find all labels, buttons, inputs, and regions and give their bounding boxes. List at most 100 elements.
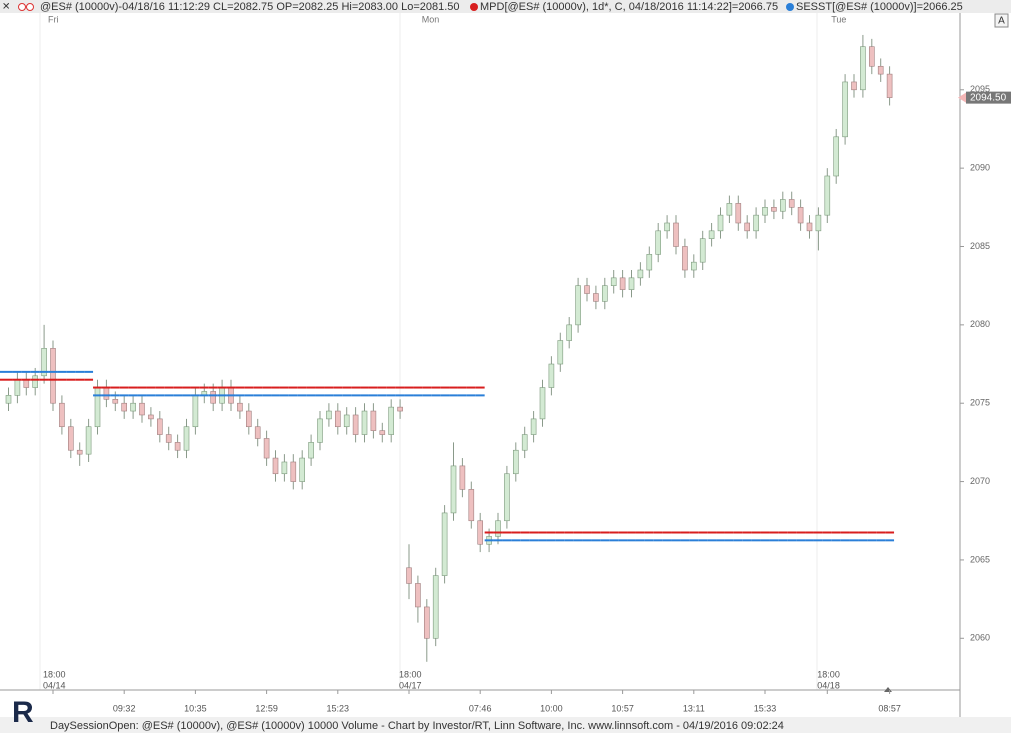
candle-body [415, 583, 421, 608]
candle-body [788, 199, 795, 208]
candle-body [32, 375, 39, 388]
candle-body [85, 426, 92, 455]
candle-body [566, 324, 573, 341]
candle-body [5, 395, 12, 404]
logo: R [12, 696, 34, 729]
candle-body [744, 222, 751, 232]
candle-body [290, 461, 297, 482]
autoscale-button[interactable] [994, 13, 1009, 28]
candle-body [174, 442, 181, 451]
candle-body [361, 410, 368, 435]
candle-body [432, 575, 439, 639]
candle-body [877, 65, 884, 75]
candle-body [272, 457, 279, 475]
y-tick-label: 2080 [970, 319, 990, 329]
candle-body [308, 442, 314, 459]
candle-body [50, 348, 56, 404]
candle-body [717, 214, 724, 232]
x-tick-label: 13:11 [683, 703, 705, 713]
candle-body [237, 402, 243, 412]
x-tick-label: 08:57 [878, 703, 901, 713]
candle-body [23, 379, 30, 388]
candle-body [575, 285, 581, 326]
candle-body [860, 46, 866, 91]
x-tick-label: 09:32 [113, 703, 136, 713]
y-tick-label: 2070 [970, 476, 990, 486]
y-tick-label: 2095 [970, 84, 990, 94]
header-bar [0, 0, 1011, 13]
candle-body [886, 73, 893, 98]
x-tick-label: 18:00 [817, 669, 840, 679]
y-tick-label: 2085 [970, 241, 990, 251]
candle-body [334, 410, 341, 428]
x-tick-label: 12:59 [255, 703, 278, 713]
x-tick-label: 10:35 [184, 703, 207, 713]
candle-body [41, 348, 47, 377]
candle-body [263, 438, 270, 459]
candle-body [68, 426, 74, 451]
candle-body [139, 402, 145, 416]
autoscale-label[interactable]: A [998, 16, 1005, 27]
candle-body [762, 207, 768, 216]
candle-body [699, 238, 706, 263]
candle-body [103, 387, 110, 400]
candle-body [797, 207, 804, 224]
candle-body [690, 261, 697, 271]
candle-body [343, 414, 350, 428]
candle-body [593, 293, 599, 302]
candle-body [557, 340, 564, 365]
candle-body [521, 434, 528, 451]
candle-body [468, 489, 475, 522]
x-tick-label: 15:23 [327, 703, 350, 713]
candle-body [842, 81, 848, 138]
candle-body [655, 230, 662, 255]
candle-body [183, 426, 190, 451]
candle-body [130, 402, 136, 412]
day-label: Tue [831, 14, 846, 24]
candle-body [673, 222, 679, 247]
candle-body [708, 230, 715, 239]
candle-body [682, 246, 688, 271]
close-icon[interactable]: ✕ [2, 2, 10, 13]
x-date-label: 04/17 [399, 680, 422, 690]
candle-body [753, 214, 759, 232]
candle-body [246, 410, 252, 428]
candle-body [495, 520, 501, 537]
candle-body [148, 414, 154, 420]
candle-body [254, 426, 261, 439]
candle-body [281, 461, 288, 475]
candle-body [824, 175, 831, 216]
candle-body [370, 410, 377, 431]
candle-body [610, 277, 617, 286]
last-price-box [966, 91, 1011, 104]
candle-body [210, 391, 216, 404]
candle-body [806, 222, 813, 232]
sesst-info: SESST[@ES# (10000v)]=2066.25 [796, 1, 963, 13]
candle-body [512, 449, 519, 475]
x-date-label: 04/14 [43, 680, 66, 690]
candle-body [628, 277, 635, 290]
candle-body [504, 473, 510, 522]
candle-body [379, 430, 386, 435]
day-label: Mon [422, 14, 440, 24]
candle-body [771, 207, 777, 212]
candle-body [406, 567, 412, 584]
x-tick-label: 18:00 [399, 669, 422, 679]
candle-body [601, 285, 608, 302]
candle-body [192, 395, 199, 428]
candle-body [165, 434, 172, 443]
candle-body [539, 387, 546, 420]
x-date-label: 04/18 [817, 680, 840, 690]
x-tick-label: 18:00 [43, 669, 66, 679]
candle-body [646, 254, 653, 271]
dot [26, 3, 34, 11]
candle-body [868, 46, 875, 67]
candle-body [664, 222, 670, 232]
candle-body [726, 203, 733, 216]
candle-body [157, 418, 163, 435]
candle-body [459, 465, 466, 490]
candle-body [59, 402, 65, 428]
last-price-label: 2094.50 [970, 92, 1007, 103]
